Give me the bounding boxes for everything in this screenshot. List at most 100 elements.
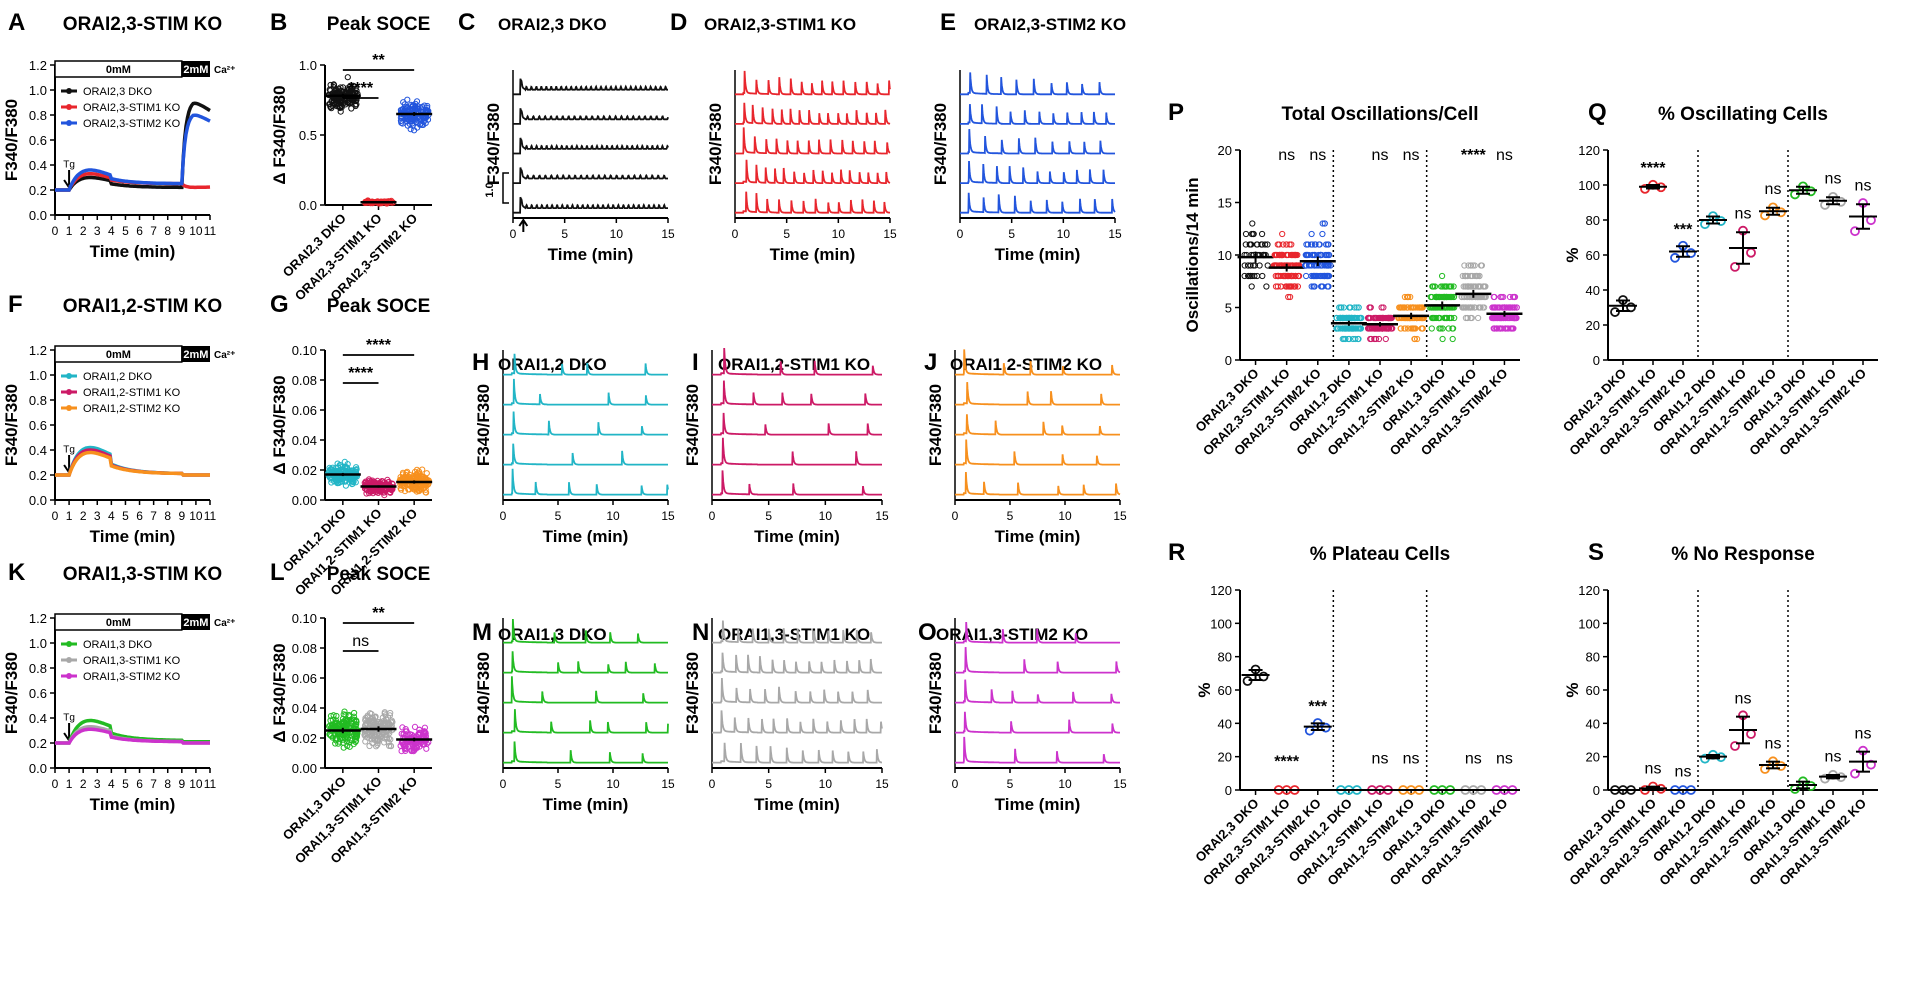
- trace-line: [503, 443, 668, 466]
- data-point: [1325, 251, 1333, 259]
- data-point: [1311, 272, 1319, 280]
- data-point: [387, 736, 394, 743]
- data-point: [1411, 335, 1419, 343]
- legend-entry: ORAI1,2-STIM1 KO: [83, 387, 181, 399]
- trace-line: [735, 159, 891, 185]
- panel-N: N ORAI1,3-STIM1 KO 0 5 10 15 Time (min) F340/F3…: [683, 618, 889, 814]
- y-tick-label: 0.8: [29, 661, 47, 676]
- x-tick-label: 0: [709, 509, 716, 523]
- panel-P: P Total Oscillations/Cell 0 5 10 15 20 Oscillat…: [1168, 99, 1523, 458]
- x-tick-label: 11: [204, 224, 217, 238]
- data-point: [1497, 293, 1504, 301]
- data-point: [1325, 262, 1332, 269]
- x-tick-label: 15: [1108, 227, 1122, 241]
- data-point: [386, 712, 393, 719]
- data-point: [1776, 207, 1786, 218]
- trace-line: [955, 382, 1120, 406]
- panel-title: ORAI1,2 DKO: [498, 355, 607, 374]
- panel-E: E ORAI2,3-STIM2 KO 0 5 10 15 Time (min) F340/F3…: [931, 9, 1126, 264]
- y-axis-title: F340/F380: [474, 384, 493, 466]
- data-point: [1490, 325, 1497, 332]
- x-tick-label: 0: [957, 227, 964, 241]
- bath-label: 0mM: [106, 617, 131, 629]
- x-tick-label: 10: [610, 227, 624, 241]
- data-point: [1431, 283, 1439, 290]
- data-point: [1303, 262, 1310, 269]
- panel-title: ORAI2,3-STIM1 KO: [704, 15, 856, 34]
- data-point: [1308, 230, 1315, 238]
- x-tick-label: 5: [555, 777, 562, 791]
- y-tick-label: 120: [1578, 583, 1600, 598]
- y-tick-label: 80: [1218, 650, 1232, 665]
- panel-letter: O: [918, 619, 937, 646]
- x-tick-label: 5: [122, 509, 129, 523]
- data-point: [1419, 325, 1426, 332]
- significance-label: ns: [1372, 147, 1389, 164]
- x-tick-label: 5: [765, 509, 772, 523]
- x-tick-label: 5: [1008, 227, 1015, 241]
- trace-line: [712, 347, 882, 376]
- data-point: [1275, 272, 1282, 280]
- data-point: [329, 734, 336, 741]
- significance-label: ns: [1735, 690, 1752, 707]
- data-point: [1241, 272, 1248, 280]
- data-point: [1241, 262, 1248, 269]
- panel-title: ORAI1,3-STIM1 KO: [718, 625, 870, 644]
- data-point: [1285, 293, 1292, 301]
- y-tick-label: 80: [1586, 213, 1600, 228]
- x-tick-label: 2: [80, 509, 87, 523]
- x-tick-label: 0: [52, 777, 59, 791]
- data-point: [370, 719, 377, 726]
- legend-entry: ORAI2,3-STIM2 KO: [83, 118, 181, 130]
- data-point: [404, 122, 411, 129]
- data-point: [1348, 325, 1355, 332]
- data-point: [1365, 325, 1372, 332]
- x-tick-label: 10: [189, 777, 203, 791]
- data-point: [1353, 304, 1360, 311]
- x-tick-label: 3: [94, 224, 101, 238]
- data-point: [1251, 262, 1259, 269]
- x-tick-label: 3: [94, 509, 101, 523]
- data-point: [1309, 251, 1316, 259]
- legend-marker: [66, 405, 72, 411]
- x-tick-label: 0: [52, 509, 59, 523]
- x-tick-label: 5: [1007, 777, 1014, 791]
- y-tick-label: 0.06: [292, 403, 317, 418]
- data-point: [1496, 314, 1503, 322]
- legend-marker: [66, 88, 72, 94]
- x-tick-label: 15: [661, 777, 675, 791]
- trace-line: [503, 709, 669, 734]
- significance-label: **: [372, 605, 385, 622]
- data-point: [1242, 241, 1249, 248]
- x-tick-label: 5: [1007, 509, 1014, 523]
- y-axis-title: %: [1563, 682, 1582, 697]
- data-point: [418, 473, 425, 480]
- legend-marker: [66, 641, 72, 647]
- significance-label: ns: [1372, 750, 1389, 767]
- legend-marker: [66, 120, 72, 126]
- data-point: [378, 730, 385, 738]
- data-point: [1445, 325, 1452, 332]
- data-point: [1291, 283, 1298, 290]
- panel-letter: G: [270, 291, 289, 318]
- data-point: [417, 104, 424, 112]
- x-tick-label: 9: [178, 509, 185, 523]
- x-tick-label: 2: [80, 777, 87, 791]
- trace-line: [955, 711, 1120, 734]
- series-line: [55, 727, 210, 745]
- x-tick-label: 0: [952, 777, 959, 791]
- panel-letter: N: [692, 619, 709, 646]
- panel-letter: K: [8, 559, 26, 586]
- y-tick-label: 0: [1593, 353, 1600, 368]
- data-point: [1274, 283, 1281, 290]
- data-point: [1506, 293, 1514, 301]
- significance-label: ns: [352, 633, 369, 650]
- x-tick-label: 15: [661, 227, 675, 241]
- data-point: [386, 720, 393, 727]
- panel-I: I ORAI1,2-STIM1 KO 0 5 10 15 Time (min) F340/F3…: [683, 347, 889, 546]
- trace-line: [955, 349, 1120, 376]
- x-tick-label: 15: [875, 509, 889, 523]
- trace-line: [960, 160, 1115, 185]
- panel-title: ORAI1,2-STIM2 KO: [950, 355, 1102, 374]
- x-axis-title: Time (min): [995, 527, 1081, 546]
